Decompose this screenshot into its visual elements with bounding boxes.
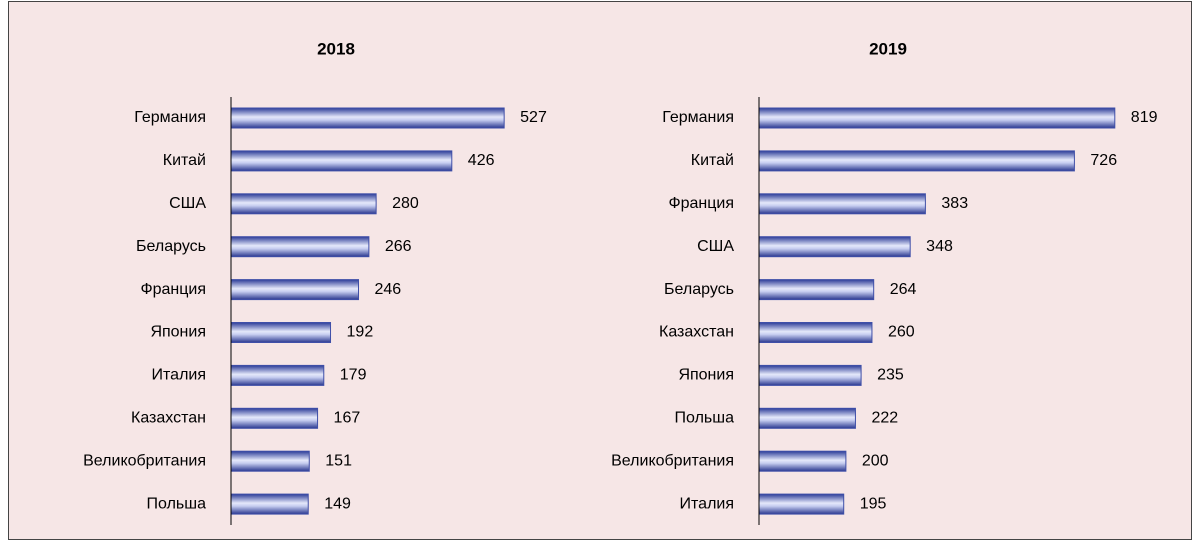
y-tick-label: Польша xyxy=(147,495,207,512)
bar xyxy=(230,107,505,129)
data-label: 179 xyxy=(340,367,367,384)
bar xyxy=(758,236,911,258)
data-label: 192 xyxy=(347,324,374,341)
data-label: 246 xyxy=(375,281,402,298)
data-label: 235 xyxy=(877,367,904,384)
data-label: 167 xyxy=(334,410,361,427)
bar xyxy=(230,279,360,301)
data-label: 383 xyxy=(941,195,968,212)
data-label: 200 xyxy=(862,452,889,469)
y-tick-label: Франция xyxy=(140,281,206,298)
data-label: 149 xyxy=(324,495,351,512)
data-label: 426 xyxy=(468,152,495,169)
data-label: 726 xyxy=(1090,152,1117,169)
bar xyxy=(758,493,845,515)
bar xyxy=(230,236,370,258)
y-tick-label: Великобритания xyxy=(611,452,734,469)
bar xyxy=(230,150,453,172)
bar xyxy=(758,450,847,472)
y-tick-label: Польша xyxy=(675,410,735,427)
bar xyxy=(758,322,873,343)
y-tick-label: Япония xyxy=(150,324,206,341)
chart-title: 2019 xyxy=(869,39,907,58)
data-label: 222 xyxy=(871,410,898,427)
y-tick-label: Франция xyxy=(668,195,734,212)
y-tick-label: Германия xyxy=(662,109,734,126)
data-label: 266 xyxy=(385,238,412,255)
y-tick-label: Великобритания xyxy=(83,452,206,469)
y-tick-label: Беларусь xyxy=(664,281,734,298)
bar xyxy=(758,279,875,301)
bar xyxy=(758,407,856,429)
bar xyxy=(230,407,319,429)
bar xyxy=(230,450,310,472)
chart-title: 2018 xyxy=(317,39,355,58)
data-label: 527 xyxy=(520,109,547,126)
data-label: 819 xyxy=(1131,109,1158,126)
bar xyxy=(758,107,1116,129)
y-tick-label: США xyxy=(697,238,734,255)
data-label: 348 xyxy=(926,238,953,255)
bar xyxy=(230,493,309,515)
y-tick-label: Германия xyxy=(134,109,206,126)
y-tick-label: Китай xyxy=(163,152,206,169)
bar xyxy=(230,322,332,343)
y-tick-label: Казахстан xyxy=(659,324,734,341)
y-tick-label: Казахстан xyxy=(131,410,206,427)
bar xyxy=(758,364,862,386)
bar xyxy=(230,193,377,215)
y-tick-label: Италия xyxy=(680,495,734,512)
data-label: 280 xyxy=(392,195,419,212)
frame xyxy=(8,1,1192,540)
bar xyxy=(230,364,325,386)
data-label: 264 xyxy=(890,281,917,298)
data-label: 151 xyxy=(325,452,352,469)
y-tick-label: Япония xyxy=(678,367,734,384)
data-label: 195 xyxy=(860,495,887,512)
data-label: 260 xyxy=(888,324,915,341)
y-tick-label: Беларусь xyxy=(136,238,206,255)
y-tick-label: США xyxy=(169,195,206,212)
y-tick-label: Италия xyxy=(152,367,206,384)
bar xyxy=(758,150,1075,172)
y-tick-label: Китай xyxy=(691,152,734,169)
bar xyxy=(758,193,926,215)
